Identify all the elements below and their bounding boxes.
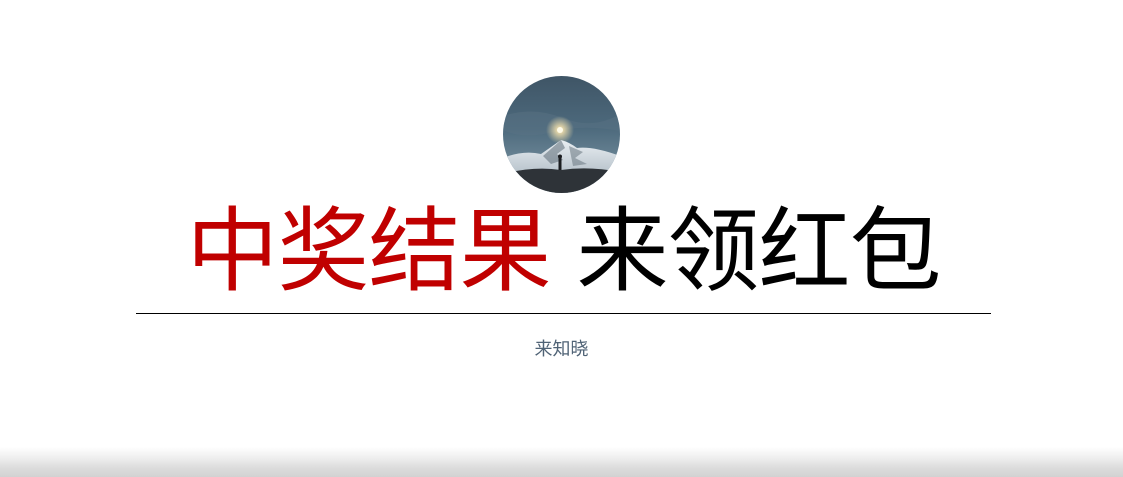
page-title: 中奖结果 来领红包	[136, 194, 991, 310]
title-highlight: 中奖结果	[186, 198, 551, 305]
mountain-photo-icon	[503, 76, 620, 193]
bottom-shadow	[0, 447, 1123, 477]
title-divider	[136, 313, 991, 314]
author-name: 来知晓	[534, 339, 589, 360]
avatar	[503, 76, 620, 193]
title-rest: 来领红包	[576, 198, 942, 305]
